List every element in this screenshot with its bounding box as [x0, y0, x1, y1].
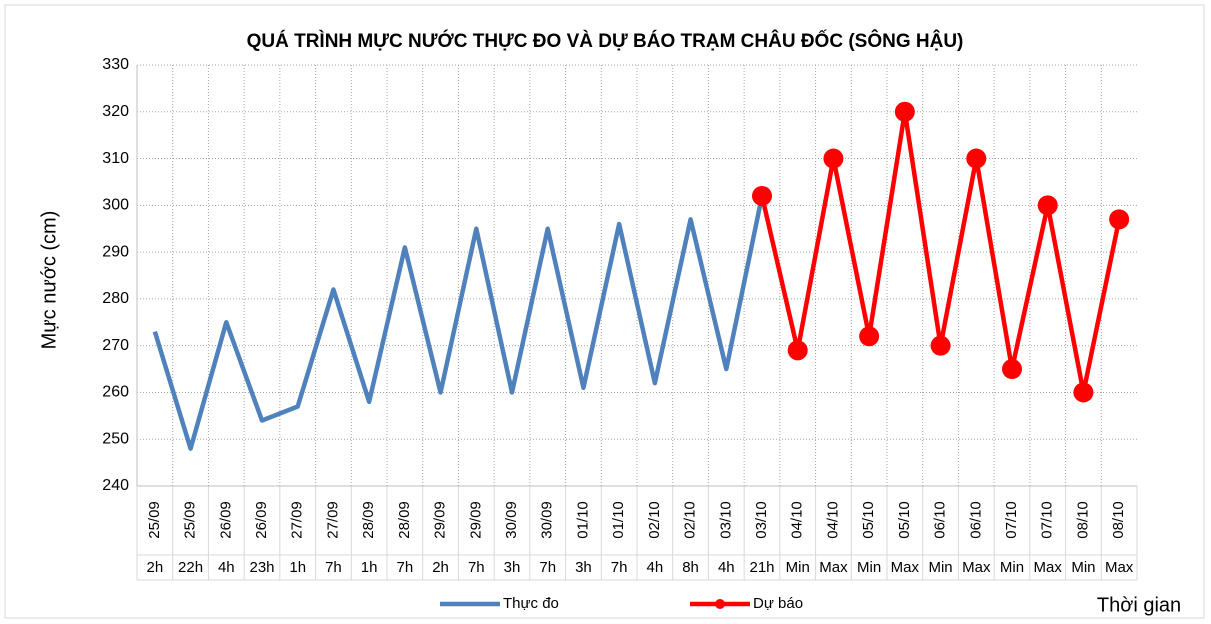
x-tick-date: 29/09 [432, 501, 449, 539]
x-tick-time: Max [1105, 559, 1134, 576]
x-tick-date: 05/10 [896, 501, 913, 539]
x-tick-date: 07/10 [1039, 501, 1056, 539]
x-tick-date: 01/10 [574, 501, 591, 539]
x-axis-label: Thời gian [1097, 594, 1181, 616]
x-tick-time: Max [891, 559, 920, 576]
x-tick-time: 3h [575, 559, 592, 576]
x-tick-date: 29/09 [467, 501, 484, 539]
y-tick-label: 300 [102, 197, 129, 214]
x-tick-time: 2h [432, 559, 449, 576]
x-tick-date: 28/09 [396, 501, 413, 539]
x-tick-time: Min [928, 559, 952, 576]
series-marker [823, 148, 844, 169]
x-tick-date: 28/09 [360, 501, 377, 539]
x-tick-date: 30/09 [503, 501, 520, 539]
x-tick-time: Max [819, 559, 848, 576]
y-axis-label: Mực nước (cm) [38, 211, 60, 350]
x-tick-time: Max [1034, 559, 1063, 576]
y-tick-label: 330 [102, 56, 129, 73]
x-tick-time: 7h [325, 559, 342, 576]
series-marker [1002, 359, 1022, 380]
x-tick-date: 07/10 [1003, 501, 1020, 539]
x-tick-time: 4h [218, 559, 235, 576]
x-tick-time: 7h [539, 559, 556, 576]
x-tick-date: 25/09 [146, 501, 163, 539]
x-tick-time: 7h [611, 559, 628, 576]
y-tick-label: 280 [102, 290, 129, 307]
x-tick-date: 04/10 [824, 501, 841, 539]
x-tick-date: 02/10 [646, 501, 663, 539]
y-tick-label: 270 [102, 337, 129, 354]
x-tick-time: 22h [178, 559, 203, 576]
chart-title: QUÁ TRÌNH MỰC NƯỚC THỰC ĐO VÀ DỰ BÁO TRẠ… [247, 30, 964, 52]
x-tick-time: Min [1000, 559, 1024, 576]
y-tick-label: 250 [102, 430, 129, 447]
y-tick-label: 260 [102, 384, 129, 401]
series-marker [894, 101, 915, 122]
y-tick-label: 240 [102, 477, 129, 494]
x-tick-date: 05/10 [860, 501, 877, 539]
x-tick-time: 8h [682, 559, 699, 576]
x-tick-date: 01/10 [610, 501, 627, 539]
x-tick-date: 06/10 [932, 501, 949, 539]
y-tick-label: 310 [102, 150, 129, 167]
legend-marker [715, 599, 725, 609]
y-tick-label: 320 [102, 103, 129, 120]
x-tick-date: 27/09 [324, 501, 341, 539]
x-tick-time: 1h [361, 559, 378, 576]
x-tick-date: 27/09 [289, 501, 306, 539]
x-tick-date: 06/10 [967, 501, 984, 539]
x-tick-time: 2h [147, 559, 164, 576]
series-marker [787, 340, 808, 361]
series-marker [966, 148, 987, 169]
series-marker [859, 326, 880, 347]
x-tick-time: Min [857, 559, 881, 576]
series-marker [1109, 209, 1130, 230]
x-tick-date: 02/10 [682, 501, 699, 539]
x-tick-time: 21h [749, 559, 774, 576]
x-tick-date: 26/09 [253, 501, 270, 539]
legend-label: Thực đo [503, 595, 559, 612]
x-tick-date: 08/10 [1110, 501, 1127, 539]
series-marker [752, 185, 772, 206]
y-tick-label: 290 [102, 243, 129, 260]
x-tick-time: Min [1071, 559, 1095, 576]
legend-label: Dự báo [753, 595, 803, 612]
x-tick-time: 4h [718, 559, 735, 576]
x-tick-time: 7h [397, 559, 414, 576]
x-tick-time: Min [786, 559, 810, 576]
x-tick-date: 26/09 [217, 501, 234, 539]
series-marker [1037, 195, 1058, 216]
x-tick-date: 03/10 [753, 501, 770, 539]
x-tick-date: 08/10 [1074, 501, 1091, 539]
x-tick-date: 30/09 [539, 501, 556, 539]
x-tick-date: 03/10 [717, 501, 734, 539]
series-marker [930, 335, 951, 356]
x-tick-time: 4h [647, 559, 664, 576]
x-tick-time: 3h [504, 559, 521, 576]
x-tick-time: 23h [249, 559, 274, 576]
series-line [152, 195, 765, 451]
series-marker [1073, 382, 1094, 403]
x-tick-time: Max [962, 559, 991, 576]
x-tick-time: 1h [289, 559, 306, 576]
x-tick-date: 04/10 [789, 501, 806, 539]
x-tick-date: 25/09 [182, 501, 199, 539]
x-tick-time: 7h [468, 559, 485, 576]
